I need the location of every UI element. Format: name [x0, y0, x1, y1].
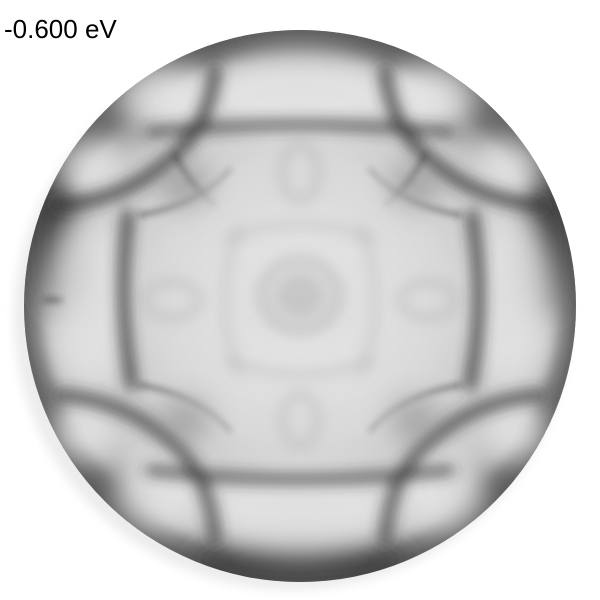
- energy-label: -0.600 eV: [4, 14, 117, 44]
